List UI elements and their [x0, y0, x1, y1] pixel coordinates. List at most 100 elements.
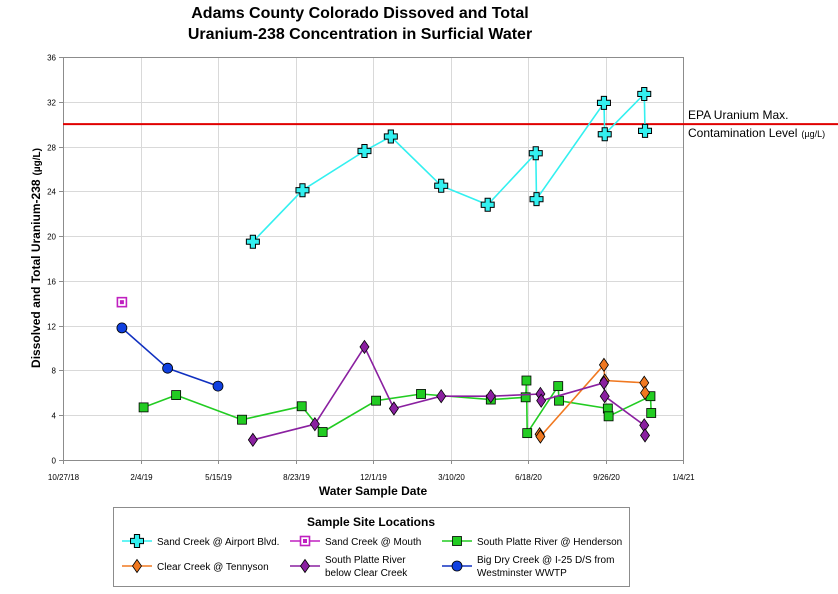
data-point-square-inner — [119, 300, 124, 305]
epa-reference: EPA Uranium Max. Contamination Level (µg/… — [63, 108, 838, 140]
data-point-diamond — [535, 429, 546, 444]
legend-label: Sand Creek @ Airport Blvd. — [157, 537, 279, 548]
legend-entry: South Platte River below Clear Creek — [290, 555, 408, 579]
x-axis-title: Water Sample Date — [319, 484, 428, 498]
y-tick-label: 20 — [47, 233, 56, 242]
series — [116, 86, 657, 448]
data-point-diamond — [300, 558, 310, 574]
data-point-square — [138, 402, 149, 413]
epa-label-line1: EPA Uranium Max. — [688, 108, 788, 122]
data-point-circle — [116, 322, 128, 334]
data-point-square — [553, 381, 564, 392]
x-tick-label: 6/18/20 — [515, 473, 542, 482]
x-tick-label: 10/27/18 — [48, 473, 80, 482]
data-point-square — [171, 390, 182, 400]
data-point-square — [416, 389, 426, 399]
epa-label-line2: Contamination Level (µg/L) — [688, 126, 825, 140]
data-point-plus — [597, 127, 612, 142]
legend-label: Clear Creek @ Tennyson — [157, 562, 269, 573]
data-point-diamond — [485, 388, 496, 404]
data-point-square — [522, 428, 533, 439]
y-tick-label: 12 — [47, 323, 56, 332]
legend-label: South Platte River — [325, 555, 406, 566]
data-point-plus — [528, 146, 543, 161]
legend-label: Westminster WWTP — [477, 568, 567, 579]
legend-box — [113, 507, 630, 587]
y-tick-label: 36 — [47, 54, 56, 63]
legend-entries: Sand Creek @ Airport Blvd. Sand Creek @ M… — [122, 534, 622, 579]
x-tick-label: 9/26/20 — [593, 473, 620, 482]
series-line — [121, 327, 219, 387]
y-tick-label: 24 — [47, 188, 56, 197]
data-point-plus — [383, 129, 398, 144]
data-point-circle — [451, 560, 463, 572]
data-point-diamond — [309, 416, 320, 432]
data-point-diamond — [247, 432, 258, 448]
legend-entry: Big Dry Creek @ I-25 D/S from Westminster… — [442, 555, 614, 579]
data-point-diamond — [598, 375, 609, 390]
data-point-diamond — [599, 388, 610, 404]
data-point-square — [296, 401, 307, 412]
chart-title-line1: Adams County Colorado Dissoved and Total — [191, 5, 529, 22]
data-point-square — [521, 375, 532, 386]
data-point-square — [452, 536, 462, 546]
y-tick-label: 4 — [52, 412, 57, 421]
series-sand-creek-mouth — [116, 296, 128, 308]
data-point-square — [646, 408, 657, 418]
legend-entry: Clear Creek @ Tennyson — [122, 558, 269, 574]
data-point-plus — [434, 178, 449, 193]
data-point-plus — [637, 86, 652, 101]
legend-title: Sample Site Locations — [307, 515, 435, 529]
series-clear-creek-tennyson — [534, 357, 651, 444]
legend-label: below Clear Creek — [325, 568, 408, 579]
y-tick-label: 16 — [47, 278, 56, 287]
data-point-plus — [245, 234, 260, 249]
data-point-diamond — [388, 401, 399, 416]
y-axis-title: Dissolved and Total Uranium-238 (µg/L) — [29, 148, 43, 368]
data-point-plus — [295, 183, 310, 198]
data-point-plus — [638, 123, 653, 138]
x-tick-label: 1/4/21 — [672, 473, 695, 482]
series-south-platte-river-below-clear-creek — [247, 339, 651, 448]
data-point-plus — [130, 534, 144, 548]
data-point-plus — [480, 197, 495, 212]
data-point-diamond — [536, 393, 547, 408]
data-point-circle — [162, 362, 174, 374]
data-point-square — [554, 395, 564, 406]
series-sand-creek-airport-blvd — [245, 86, 653, 249]
y-tick-label: 32 — [47, 99, 56, 108]
data-point-diamond — [436, 388, 447, 404]
series-south-platte-river-henderson — [138, 375, 657, 439]
data-point-diamond — [359, 339, 370, 355]
legend-entry: Sand Creek @ Mouth — [290, 535, 421, 548]
x-tick-label: 12/1/19 — [360, 473, 387, 482]
data-point-diamond — [598, 357, 609, 373]
data-point-square-inner — [303, 539, 307, 543]
data-point-diamond — [640, 385, 651, 401]
data-point-square — [317, 427, 328, 437]
data-point-plus — [357, 144, 372, 159]
y-axis-title-text: Dissolved and Total Uranium-238 — [29, 179, 43, 368]
chart-title-line2: Uranium-238 Concentration in Surficial W… — [188, 26, 532, 43]
data-point-plus — [529, 192, 544, 207]
data-point-square — [603, 411, 614, 422]
legend-entry: South Platte River @ Henderson — [442, 536, 622, 548]
x-tick-label: 8/23/19 — [283, 473, 310, 482]
data-point-square — [371, 395, 382, 406]
legend-label: Sand Creek @ Mouth — [325, 537, 421, 548]
x-tick-label: 2/4/19 — [130, 473, 153, 482]
epa-label-text: Contamination Level — [688, 126, 797, 140]
x-tick-label: 5/15/19 — [205, 473, 232, 482]
series-big-dry-creek-i-25-d-s-from-westminster-wwtp — [116, 322, 224, 392]
data-point-square — [237, 414, 247, 425]
data-point-plus — [596, 95, 611, 110]
legend-entry: Sand Creek @ Airport Blvd. — [122, 534, 279, 548]
data-point-diamond — [640, 428, 651, 443]
epa-label-unit: (µg/L) — [801, 129, 825, 139]
legend-label: South Platte River @ Henderson — [477, 537, 622, 548]
x-tick-label: 3/10/20 — [438, 473, 465, 482]
series-line — [252, 346, 646, 441]
y-tick-label: 28 — [47, 144, 56, 153]
legend-label: Big Dry Creek @ I-25 D/S from — [477, 555, 614, 566]
